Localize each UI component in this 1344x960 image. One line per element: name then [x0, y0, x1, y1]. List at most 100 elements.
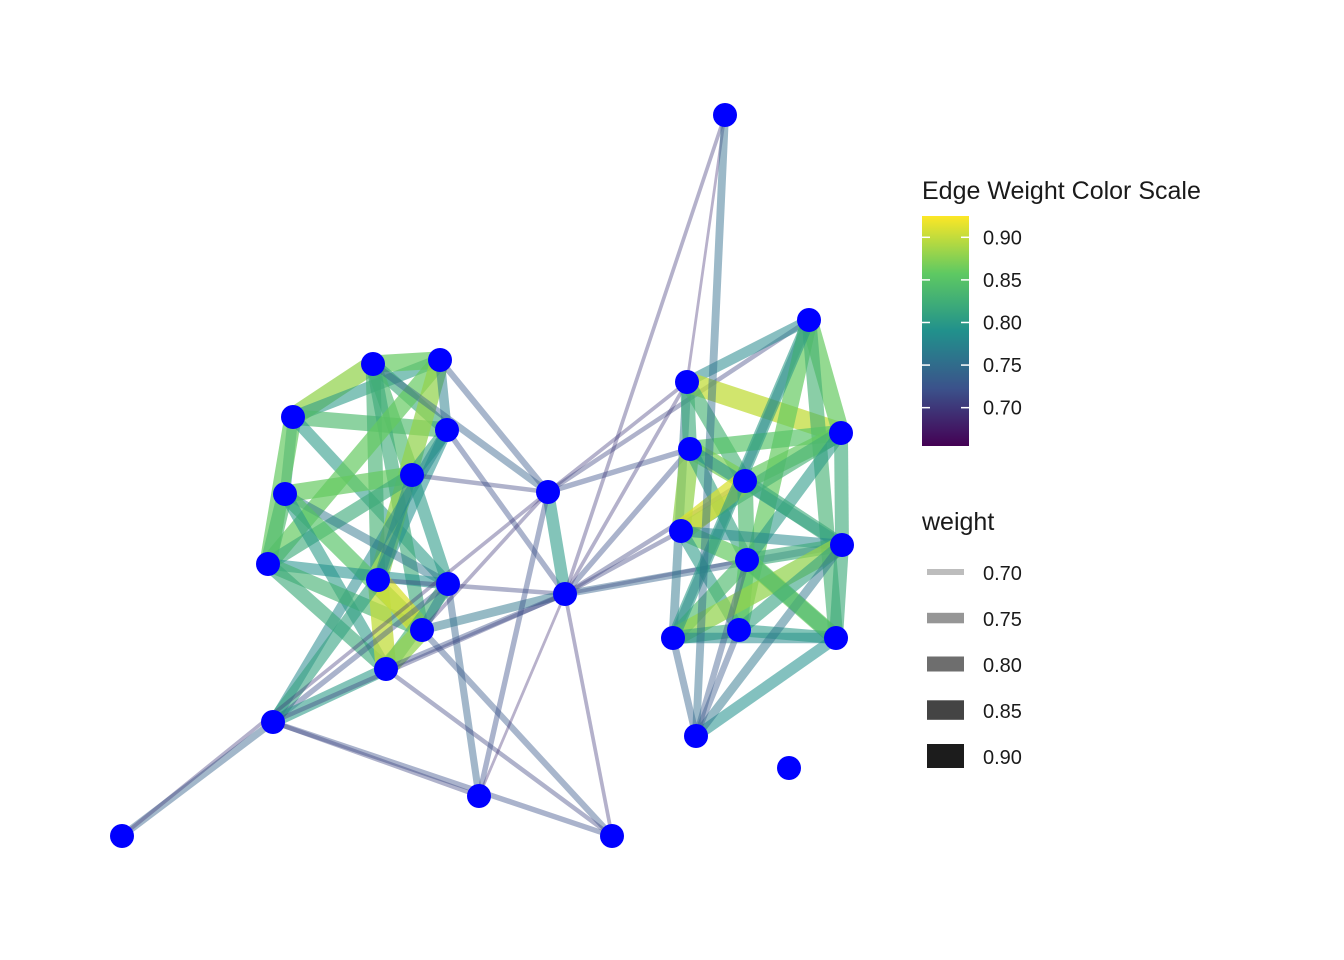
size-key-label: 0.70 [983, 563, 1022, 585]
color-tick-label: 0.85 [983, 270, 1022, 292]
node [366, 568, 390, 592]
node [678, 437, 702, 461]
edge [684, 315, 812, 387]
edge [692, 542, 846, 739]
edge [420, 490, 550, 632]
node [281, 405, 305, 429]
size-key-label: 0.80 [983, 655, 1022, 677]
node [374, 657, 398, 681]
node [669, 519, 693, 543]
edge [563, 593, 614, 837]
edge [563, 529, 683, 596]
edge [834, 432, 849, 546]
color-bar [922, 216, 969, 446]
size-key [927, 569, 964, 575]
node [713, 103, 737, 127]
edge [265, 557, 425, 637]
color-tick-label: 0.70 [983, 398, 1022, 420]
edge [444, 428, 568, 596]
edge [546, 380, 689, 494]
node [675, 370, 699, 394]
node [797, 308, 821, 332]
node [829, 421, 853, 445]
edge [267, 576, 384, 726]
edge [563, 381, 689, 595]
size-key-label: 0.75 [983, 609, 1022, 631]
edge [420, 589, 567, 635]
edge [689, 424, 842, 458]
edge [261, 354, 447, 570]
node [661, 626, 685, 650]
edge [476, 491, 551, 797]
edge [119, 719, 276, 839]
color-legend-title: Edge Weight Color Scale [922, 177, 1201, 205]
color-tick-label: 0.80 [983, 312, 1022, 334]
edge [737, 480, 755, 561]
edge [377, 577, 566, 597]
edge [734, 539, 847, 636]
edge [801, 319, 844, 639]
size-key-label: 0.85 [983, 701, 1022, 723]
edge [669, 637, 700, 737]
edge [563, 114, 727, 595]
edge [692, 633, 840, 741]
edge [741, 475, 846, 551]
size-legend-title: weight [921, 508, 994, 536]
edge [547, 446, 691, 495]
edge [693, 559, 750, 737]
node [110, 824, 134, 848]
node [733, 469, 757, 493]
edge [419, 627, 615, 839]
size-key-label: 0.90 [983, 747, 1022, 769]
edge [267, 558, 449, 590]
edge [260, 492, 293, 566]
edge [685, 114, 727, 383]
node [261, 710, 285, 734]
node [467, 784, 491, 808]
size-key [927, 744, 964, 768]
node [435, 418, 459, 442]
node [824, 626, 848, 650]
edge [692, 114, 729, 737]
edge [279, 490, 392, 673]
color-tick-label: 0.90 [983, 227, 1022, 249]
color-tick-label: 0.75 [983, 355, 1022, 377]
edge [546, 318, 811, 494]
edge [477, 593, 567, 797]
node [735, 548, 759, 572]
size-key [927, 612, 964, 624]
edge [437, 358, 551, 494]
edge [384, 667, 614, 838]
edge [829, 544, 849, 639]
node [553, 582, 577, 606]
size-legend: weight 0.70 0.75 0.80 0.85 0.90 [921, 508, 1022, 769]
edge [272, 591, 566, 725]
node [536, 480, 560, 504]
edge [282, 490, 451, 588]
edge [541, 490, 572, 596]
edge [411, 472, 549, 495]
node [273, 482, 297, 506]
size-key [927, 656, 964, 672]
edge [562, 447, 693, 596]
node [727, 618, 751, 642]
edge [272, 719, 613, 839]
edge [263, 558, 391, 675]
node [777, 756, 801, 780]
nodes [110, 103, 854, 848]
edge [272, 719, 480, 799]
edge [741, 554, 842, 644]
color-legend: Edge Weight Color Scale 0.90 0.85 0.80 0.75… [922, 177, 1201, 446]
edge [283, 466, 414, 503]
edge [564, 558, 748, 596]
edge [367, 579, 397, 670]
edge [270, 663, 389, 728]
node [436, 572, 460, 596]
edge [120, 490, 550, 838]
node [684, 724, 708, 748]
edge [680, 378, 752, 485]
edge [693, 628, 742, 738]
edge [738, 623, 837, 645]
edge [271, 581, 450, 725]
